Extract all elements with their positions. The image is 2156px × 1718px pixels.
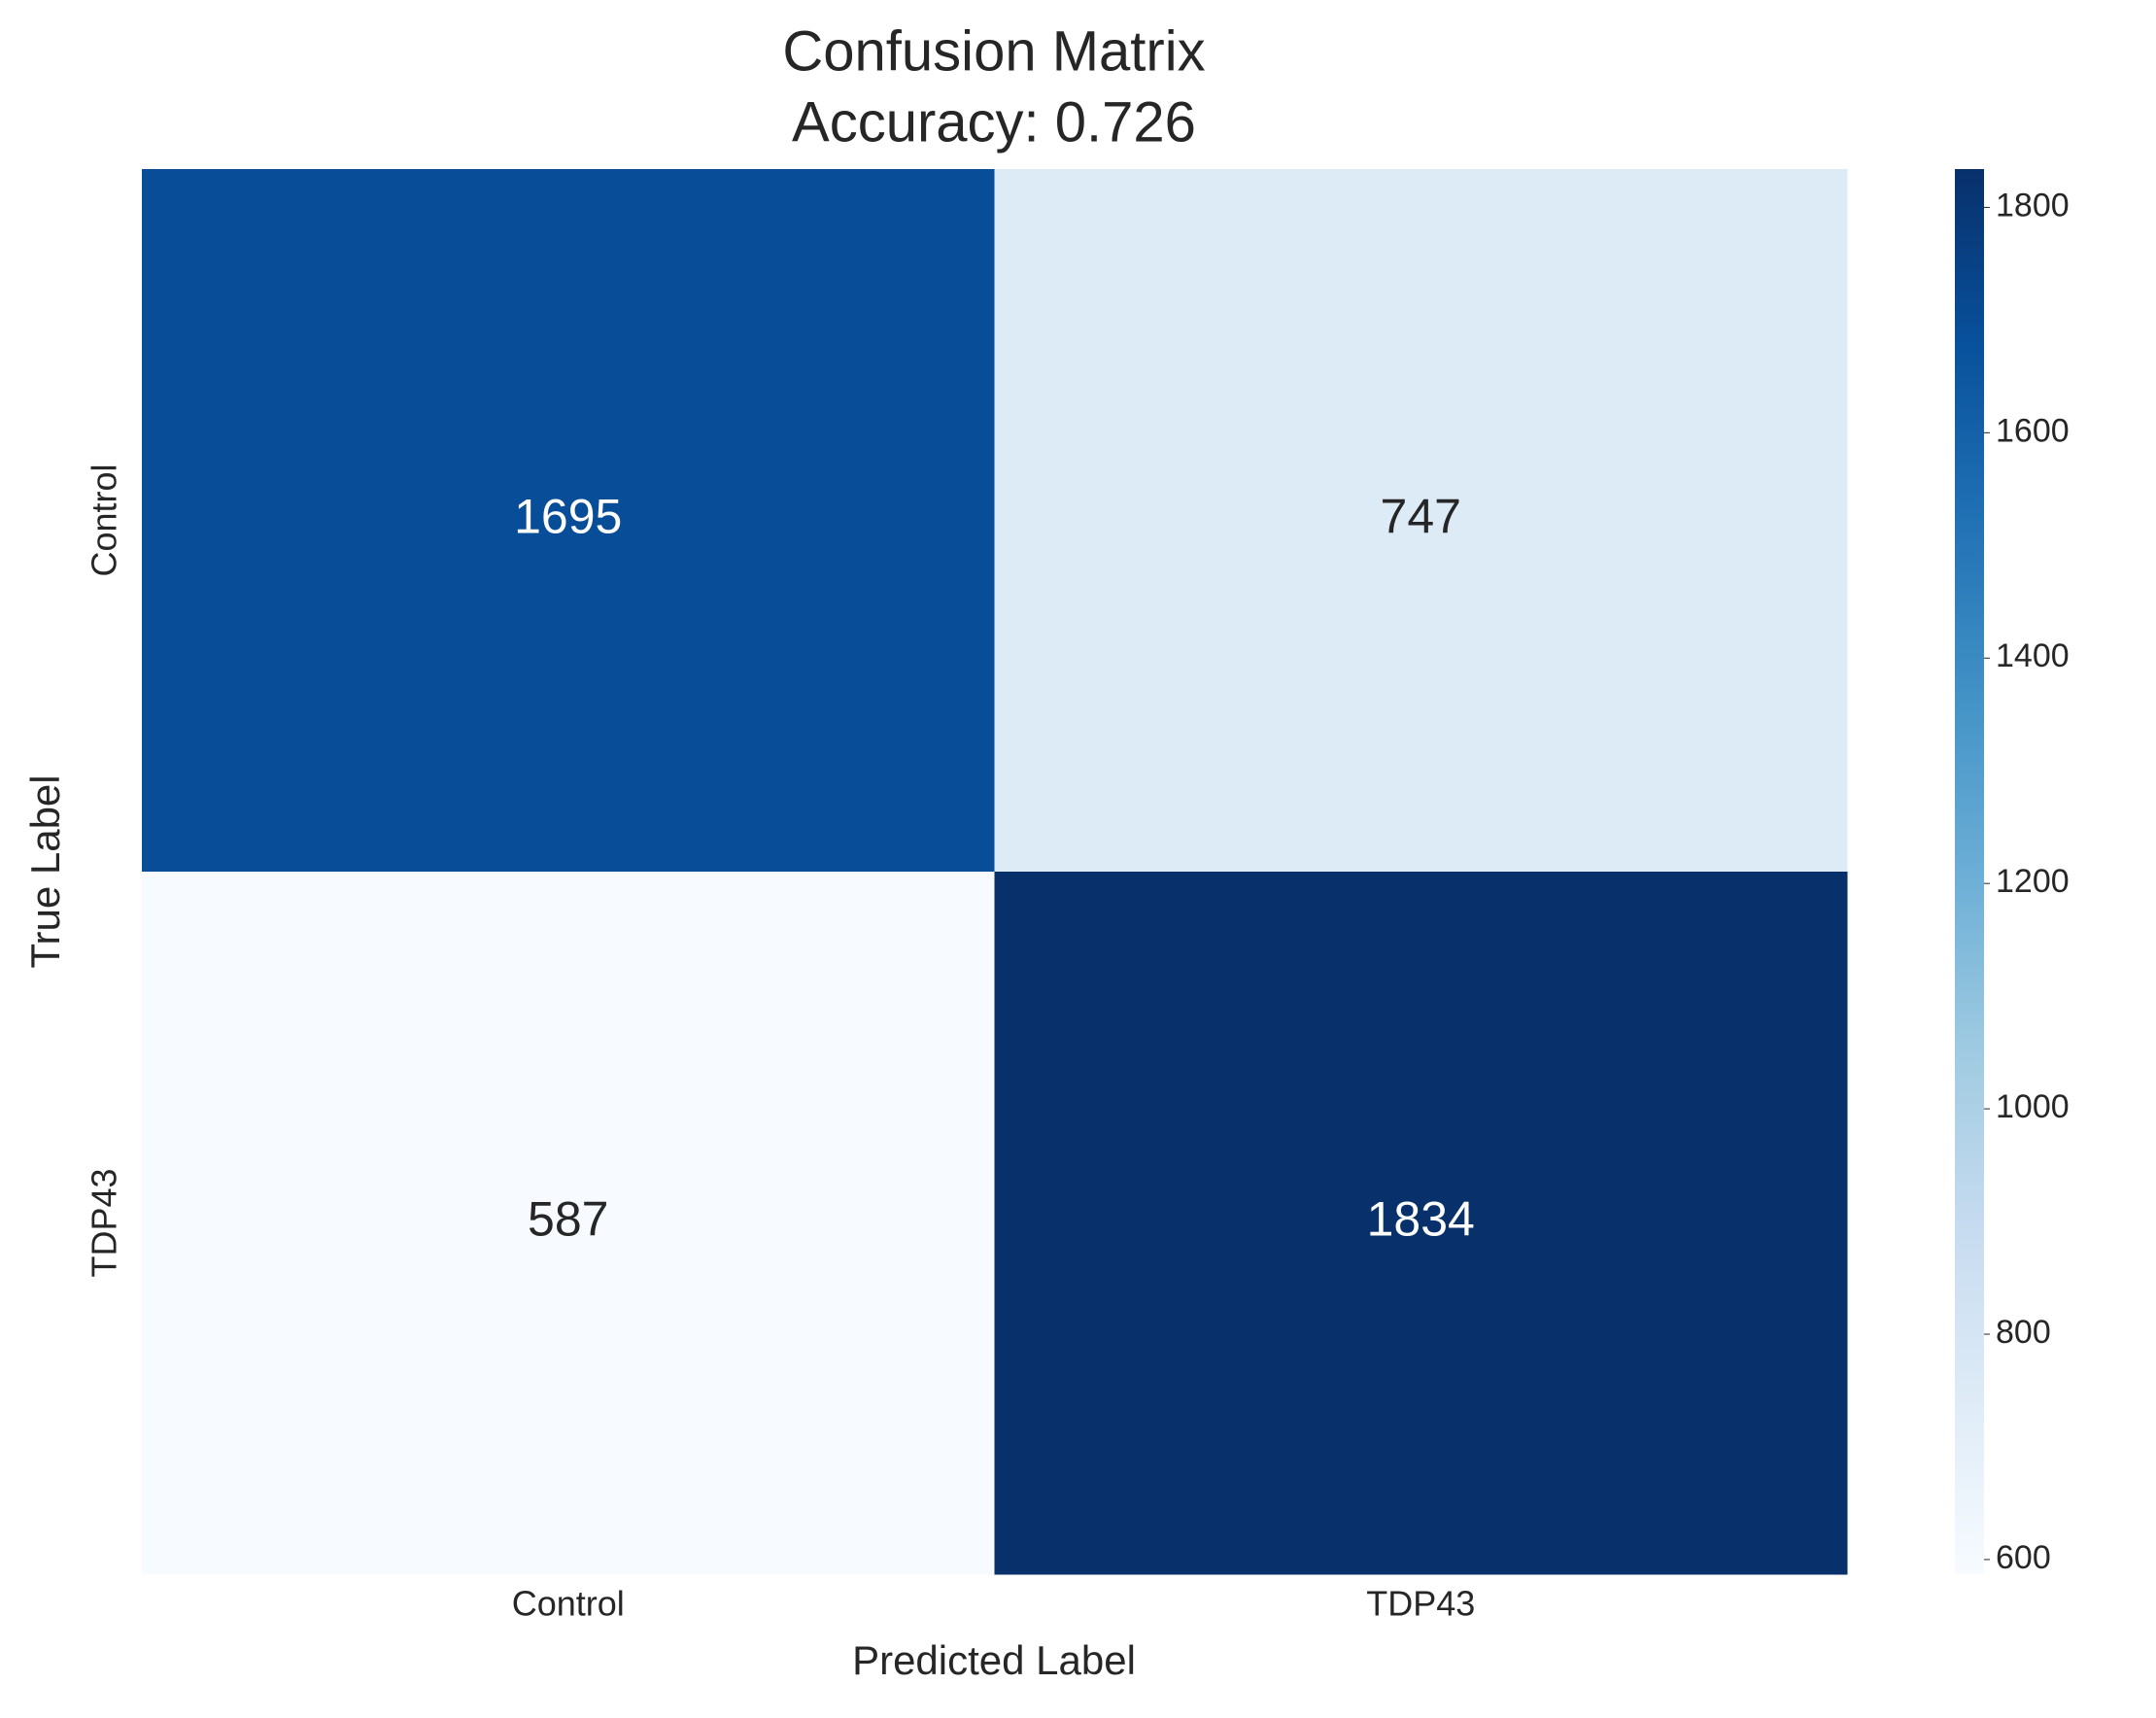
colorbar-tick-label: 1200 <box>1996 863 2070 900</box>
chart-subtitle: Accuracy: 0.726 <box>792 90 1196 154</box>
x-tick-label: TDP43 <box>1366 1584 1475 1624</box>
heatmap-cell <box>994 872 1848 1575</box>
y-tick-label: Control <box>85 464 124 576</box>
colorbar-tick-label: 1000 <box>1996 1088 2070 1125</box>
x-axis-label: Predicted Label <box>852 1637 1136 1683</box>
x-tick-label: Control <box>512 1584 625 1624</box>
heatmap-cell <box>142 872 995 1575</box>
cell-label: 1695 <box>514 490 622 544</box>
heatmap-cell <box>994 169 1848 873</box>
cell-label: 587 <box>528 1192 608 1247</box>
chart-title: Confusion Matrix <box>782 19 1205 83</box>
colorbar-tick-label: 1400 <box>1996 637 2070 674</box>
heatmap-cell <box>142 169 995 873</box>
colorbar <box>1955 169 1984 1574</box>
colorbar-tick-label: 1800 <box>1996 187 2070 223</box>
cell-label: 747 <box>1381 490 1461 544</box>
y-tick-label: TDP43 <box>85 1168 124 1277</box>
cell-label: 1834 <box>1367 1192 1475 1247</box>
y-axis-label: True Label <box>22 774 68 968</box>
colorbar-tick-label: 800 <box>1996 1314 2051 1351</box>
colorbar-tick-label: 1600 <box>1996 412 2070 449</box>
colorbar-tick-label: 600 <box>1996 1539 2051 1576</box>
